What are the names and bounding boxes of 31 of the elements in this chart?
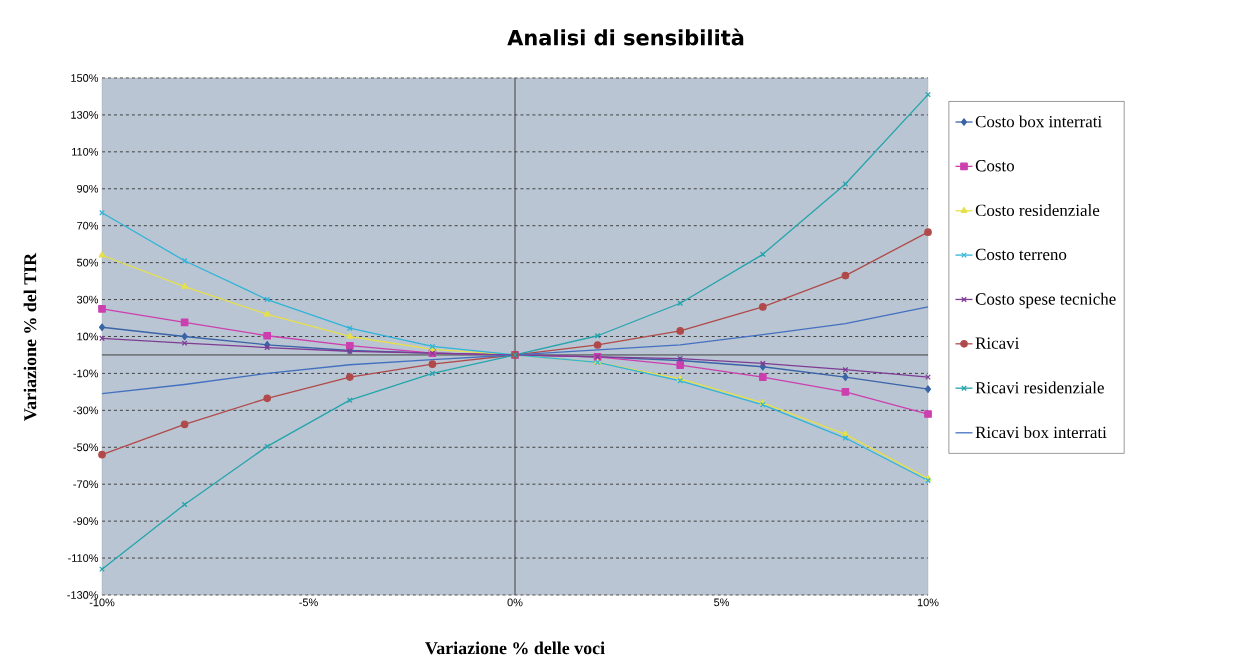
y-tick-label: -90% xyxy=(73,517,99,526)
y-tick-label: 130% xyxy=(71,111,99,119)
y-tick-label: -50% xyxy=(73,443,99,452)
y-tick-label: -70% xyxy=(73,480,99,489)
y-tick-label: 90% xyxy=(77,184,99,193)
y-tick-label: 50% xyxy=(76,258,99,267)
chart-title: Analisi di sensibilità xyxy=(507,28,744,46)
y-tick-label: -110% xyxy=(68,554,99,562)
legend-label: Costo xyxy=(975,160,1015,172)
y-tick-label: 150% xyxy=(71,74,99,82)
y-tick-label: -30% xyxy=(73,406,99,415)
y-tick-label: 30% xyxy=(76,295,99,304)
legend-label: Ricavi xyxy=(975,337,1020,349)
x-axis-title: Variazione % delle voci xyxy=(425,641,605,655)
y-tick-label: -130% xyxy=(67,591,99,599)
x-tick-label: -10% xyxy=(89,598,115,607)
legend-label: Ricavi residenziale xyxy=(975,381,1104,394)
legend-label: Costo spese tecniche xyxy=(975,292,1116,309)
x-tick-label: 0% xyxy=(507,598,523,607)
legend-label: Costo terreno xyxy=(975,248,1067,261)
x-tick-label: 5% xyxy=(714,598,730,607)
legend-label: Costo residenziale xyxy=(975,204,1100,217)
legend-label: Costo box interrati xyxy=(975,115,1102,128)
x-tick-label: 10% xyxy=(917,598,939,607)
y-axis-title: Variazione % del TIR xyxy=(23,252,37,421)
y-tick-label: 10% xyxy=(77,332,99,341)
legend-label: Ricavi box interrati xyxy=(975,426,1107,439)
y-tick-label: 110% xyxy=(72,147,99,156)
x-tick-label: -5% xyxy=(299,598,318,607)
y-tick-label: -10% xyxy=(73,369,99,378)
y-tick-label: 70% xyxy=(77,221,99,230)
